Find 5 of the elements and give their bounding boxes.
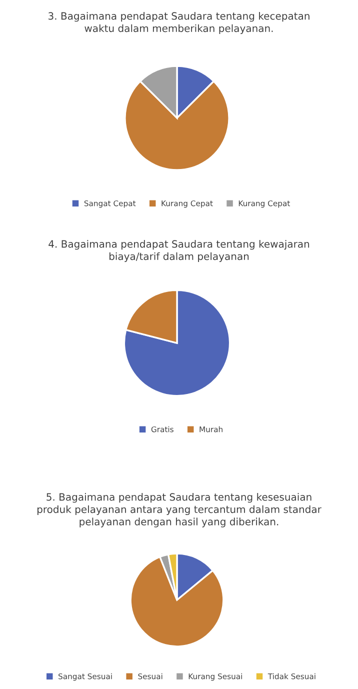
chart-title: 4. Bagaimana pendapat Saudara tentang kewajaran biaya/tarif dalam pelayanan (48, 240, 310, 262)
chart-title: 5. Bagaimana pendapat Saudara tentang kesesuaian produk pelayanan antara yang tercantum dalam standar pelayanan dengan hasil yang diberikan. (37, 493, 322, 528)
pie-slice (123, 289, 231, 397)
chart-title: 3. Bagaimana pendapat Saudara tentang kecepatan waktu dalam memberikan pelayanan. (48, 12, 310, 34)
pie-slice (130, 556, 224, 648)
